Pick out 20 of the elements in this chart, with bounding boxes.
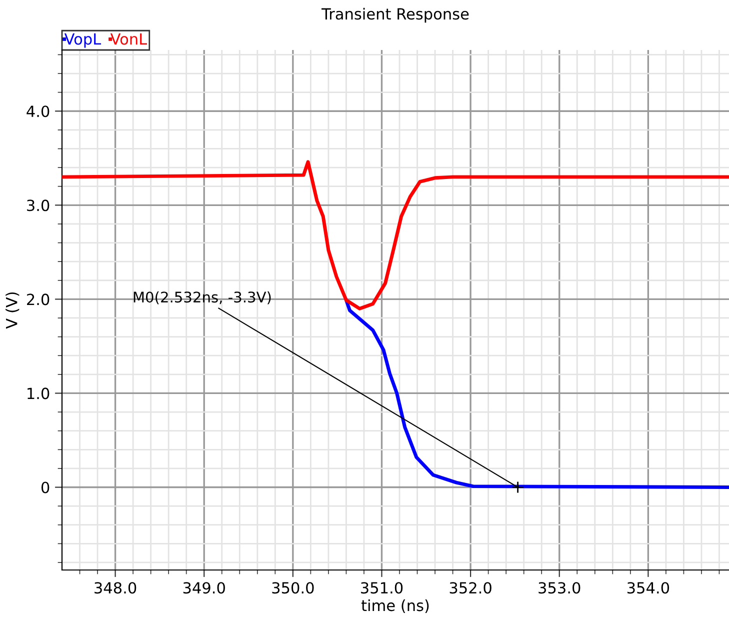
- annotation: M0(2.532ns, -3.3V): [134, 291, 271, 304]
- line-series: [344, 298, 729, 489]
- y-tick-label: 2.0: [27, 294, 50, 306]
- legend-label: VopL: [64, 33, 102, 48]
- y-tick-label: 0: [41, 482, 50, 494]
- legend-label: VonL: [110, 33, 148, 45]
- x-tick-label: 349.0: [183, 582, 225, 594]
- line-series: [62, 160, 729, 310]
- x-axis-title: time (ns): [361, 599, 429, 613]
- x-tick-label: 348.0: [94, 582, 136, 594]
- x-tick-label: 352.0: [450, 582, 492, 594]
- y-tick-label: 1.0: [28, 388, 50, 400]
- x-tick-label: 350.0: [272, 582, 314, 594]
- x-tick-label: 354.0: [627, 582, 670, 594]
- y-axis-title: V (V): [6, 292, 20, 329]
- x-tick-label: 351.0: [361, 582, 403, 594]
- y-tick-label: 3.0: [27, 200, 50, 212]
- x-tick-label: 353.0: [538, 582, 580, 594]
- chart-title: Transient Response: [322, 8, 469, 23]
- y-tick-label: 4.0: [26, 106, 50, 118]
